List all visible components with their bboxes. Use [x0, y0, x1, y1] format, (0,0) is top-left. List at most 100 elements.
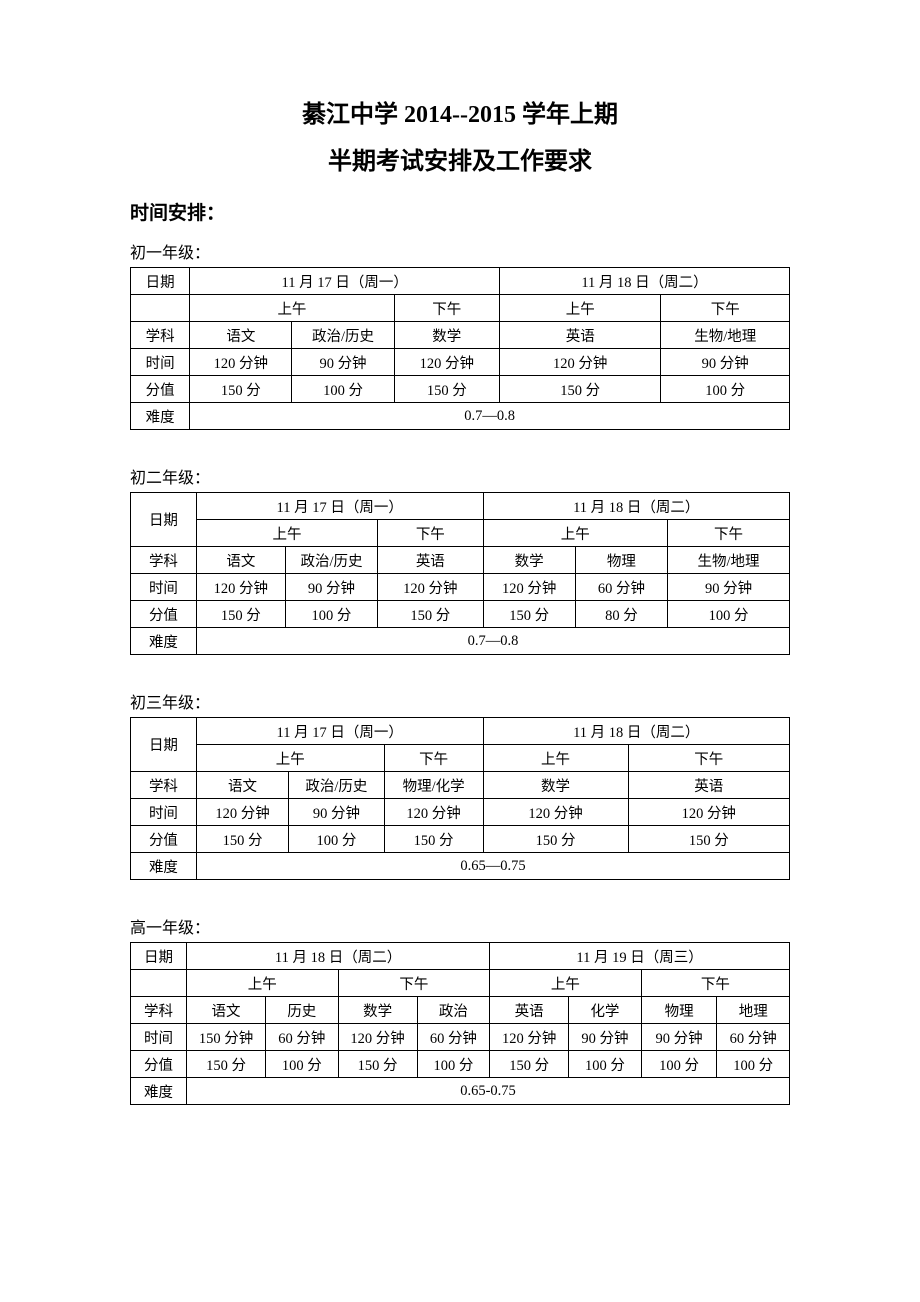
cell-time: 120 分钟	[196, 574, 285, 601]
period-am: 上午	[196, 520, 377, 547]
cell-difficulty: 0.65-0.75	[187, 1078, 790, 1105]
cell-time: 120 分钟	[483, 574, 575, 601]
header-date: 日期	[131, 268, 190, 295]
cell-score: 150 分	[628, 826, 790, 853]
table-row: 上午 下午 上午 下午	[131, 745, 790, 772]
period-pm: 下午	[378, 520, 483, 547]
cell-time: 120 分钟	[378, 574, 483, 601]
grade-label-g1: 初一年级：	[130, 239, 790, 263]
header-difficulty: 难度	[131, 1078, 187, 1105]
cell-score: 150 分	[483, 826, 628, 853]
cell-score: 150 分	[378, 601, 483, 628]
table-row: 学科 语文 政治/历史 英语 数学 物理 生物/地理	[131, 547, 790, 574]
cell-subject: 化学	[569, 997, 641, 1024]
date-d1: 11 月 17 日（周一）	[196, 718, 483, 745]
cell-time: 120 分钟	[394, 349, 499, 376]
cell-subject: 语文	[187, 997, 266, 1024]
header-difficulty: 难度	[131, 853, 197, 880]
table-row: 上午 下午 上午 下午	[131, 295, 790, 322]
header-date: 日期	[131, 943, 187, 970]
cell-subject: 政治/历史	[292, 322, 394, 349]
cell-subject: 英语	[628, 772, 790, 799]
header-time: 时间	[131, 799, 197, 826]
cell-subject: 生物/地理	[668, 547, 790, 574]
header-score: 分值	[131, 826, 197, 853]
cell-time: 90 分钟	[289, 799, 385, 826]
cell-subject: 政治	[417, 997, 489, 1024]
cell-time: 90 分钟	[668, 574, 790, 601]
date-d2: 11 月 18 日（周二）	[483, 493, 789, 520]
cell-subject: 数学	[483, 772, 628, 799]
table-g1: 日期 11 月 17 日（周一） 11 月 18 日（周二） 上午 下午 上午 …	[130, 267, 790, 430]
cell-score: 100 分	[292, 376, 394, 403]
header-subject: 学科	[131, 772, 197, 799]
table-row: 分值 150 分 100 分 150 分 150 分 150 分	[131, 826, 790, 853]
cell-time: 60 分钟	[717, 1024, 790, 1051]
period-pm: 下午	[394, 295, 499, 322]
grade-label-g4: 高一年级：	[130, 914, 790, 938]
date-d1: 11 月 17 日（周一）	[196, 493, 483, 520]
date-d2: 11 月 18 日（周二）	[483, 718, 789, 745]
table-row: 难度 0.7—0.8	[131, 403, 790, 430]
cell-subject: 政治/历史	[289, 772, 385, 799]
cell-time: 120 分钟	[483, 799, 628, 826]
cell-subject: 物理/化学	[384, 772, 483, 799]
cell-time: 60 分钟	[575, 574, 667, 601]
table-row: 日期 11 月 17 日（周一） 11 月 18 日（周二）	[131, 718, 790, 745]
cell-subject: 语文	[190, 322, 292, 349]
blank-cell	[131, 295, 190, 322]
cell-time: 60 分钟	[417, 1024, 489, 1051]
cell-subject: 英语	[500, 322, 661, 349]
table-row: 难度 0.65—0.75	[131, 853, 790, 880]
period-pm: 下午	[641, 970, 789, 997]
period-am: 上午	[187, 970, 339, 997]
cell-score: 150 分	[490, 1051, 569, 1078]
header-difficulty: 难度	[131, 403, 190, 430]
cell-score: 150 分	[338, 1051, 417, 1078]
cell-score: 100 分	[289, 826, 385, 853]
table-row: 日期 11 月 17 日（周一） 11 月 18 日（周二）	[131, 268, 790, 295]
cell-subject: 数学	[338, 997, 417, 1024]
table-row: 日期 11 月 17 日（周一） 11 月 18 日（周二）	[131, 493, 790, 520]
cell-score: 150 分	[483, 601, 575, 628]
period-pm: 下午	[384, 745, 483, 772]
header-score: 分值	[131, 376, 190, 403]
table-row: 学科 语文 政治/历史 物理/化学 数学 英语	[131, 772, 790, 799]
cell-difficulty: 0.65—0.75	[196, 853, 789, 880]
header-subject: 学科	[131, 322, 190, 349]
cell-score: 150 分	[394, 376, 499, 403]
cell-time: 120 分钟	[490, 1024, 569, 1051]
cell-score: 150 分	[196, 601, 285, 628]
period-pm: 下午	[338, 970, 490, 997]
header-score: 分值	[131, 601, 197, 628]
period-pm: 下午	[661, 295, 790, 322]
blank-cell	[131, 970, 187, 997]
table-row: 时间 120 分钟 90 分钟 120 分钟 120 分钟 60 分钟 90 分…	[131, 574, 790, 601]
header-date: 日期	[131, 493, 197, 547]
period-am: 上午	[483, 745, 628, 772]
cell-score: 100 分	[661, 376, 790, 403]
cell-subject: 政治/历史	[285, 547, 377, 574]
cell-score: 150 分	[187, 1051, 266, 1078]
cell-score: 150 分	[196, 826, 288, 853]
cell-score: 100 分	[417, 1051, 489, 1078]
cell-subject: 数学	[483, 547, 575, 574]
period-am: 上午	[490, 970, 642, 997]
cell-score: 100 分	[266, 1051, 338, 1078]
cell-subject: 地理	[717, 997, 790, 1024]
date-d2: 11 月 18 日（周二）	[187, 943, 490, 970]
table-row: 分值 150 分 100 分 150 分 150 分 100 分	[131, 376, 790, 403]
header-score: 分值	[131, 1051, 187, 1078]
table-row: 上午 下午 上午 下午	[131, 970, 790, 997]
cell-time: 120 分钟	[384, 799, 483, 826]
section-heading-time: 时间安排：	[130, 198, 790, 225]
cell-time: 120 分钟	[628, 799, 790, 826]
table-g2: 日期 11 月 17 日（周一） 11 月 18 日（周二） 上午 下午 上午 …	[130, 492, 790, 655]
table-row: 分值 150 分 100 分 150 分 100 分 150 分 100 分 1…	[131, 1051, 790, 1078]
header-subject: 学科	[131, 997, 187, 1024]
table-row: 日期 11 月 18 日（周二） 11 月 19 日（周三）	[131, 943, 790, 970]
period-am: 上午	[196, 745, 384, 772]
table-g3: 日期 11 月 17 日（周一） 11 月 18 日（周二） 上午 下午 上午 …	[130, 717, 790, 880]
cell-subject: 生物/地理	[661, 322, 790, 349]
period-am: 上午	[190, 295, 394, 322]
